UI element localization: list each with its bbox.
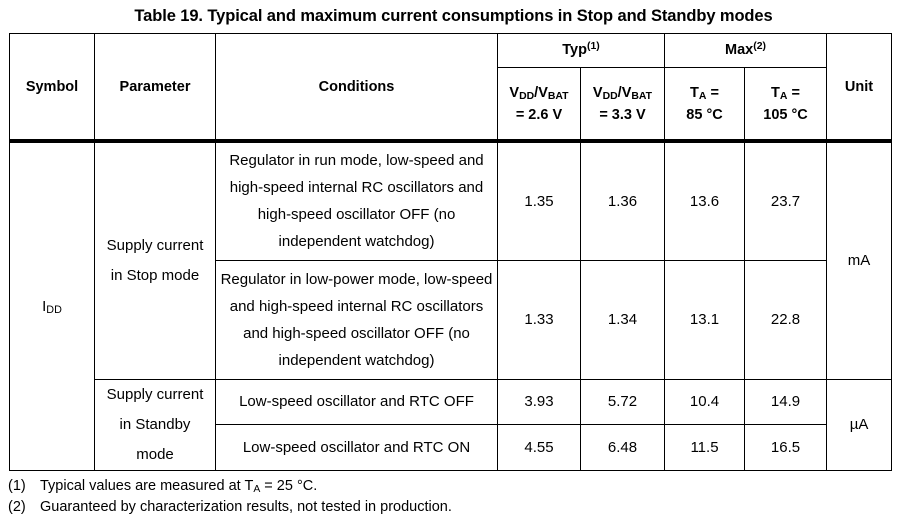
cell-max-105: 23.7	[743, 140, 828, 261]
cell-conditions: Low-speed oscillator and RTC OFF	[215, 378, 498, 425]
header-max: Max(2)	[663, 33, 828, 68]
cell-max-105: 16.5	[743, 424, 828, 471]
cell-symbol-idd: IDD	[9, 140, 95, 471]
table-row: IDD Supply current in Stop mode Regulato…	[9, 140, 893, 471]
header-typ-vdd-33: VDD/VBAT = 3.3 V	[580, 67, 665, 143]
header-typ-vdd-33-line1: VDD/VBAT	[592, 84, 653, 102]
header-symbol: Symbol	[9, 33, 95, 143]
cell-unit-ua: µA	[826, 378, 893, 471]
table-container: Symbol Parameter Conditions Typ(1) Max(2…	[9, 33, 893, 471]
footnote-2-text-pre: Guaranteed by characterization results, …	[40, 498, 452, 515]
cell-typ-26: 1.33	[497, 259, 581, 380]
cell-typ-33: 1.36	[580, 140, 665, 261]
footnote-1: (1) Typical values are measured at TA = 2…	[8, 477, 888, 498]
header-row-sub: VDD/VBAT = 2.6 V VDD/VBAT = 3.3 V TA = 8…	[10, 67, 892, 143]
parameter-standby-line3: mode	[136, 445, 174, 463]
footnote-2-marker: (2)	[8, 498, 26, 515]
header-unit: Unit	[826, 33, 893, 143]
header-typ-label: Typ	[562, 41, 587, 58]
table-row: Supply current in Standby mode Low-speed…	[10, 378, 893, 471]
table-footnotes: (1) Typical values are measured at TA = 2…	[8, 477, 888, 517]
parameter-standby-line1: Supply current	[106, 385, 204, 403]
header-max-ta-85-line1: TA =	[690, 84, 719, 102]
cell-parameter-stop: Supply current in Stop mode	[94, 140, 216, 380]
header-max-footnote-marker: (2)	[753, 40, 766, 52]
header-max-label: Max	[725, 41, 754, 58]
table-header: Symbol Parameter Conditions Typ(1) Max(2…	[9, 33, 893, 143]
cell-max-105: 14.9	[743, 378, 828, 425]
header-typ-footnote-marker: (1)	[586, 40, 600, 52]
cell-max-85: 13.6	[664, 140, 745, 261]
cell-max-85: 11.5	[664, 424, 745, 471]
current-consumption-table: Symbol Parameter Conditions Typ(1) Max(2…	[9, 33, 893, 471]
cell-typ-26: 1.35	[497, 140, 581, 261]
header-row-top: Symbol Parameter Conditions Typ(1) Max(2…	[9, 33, 893, 143]
cell-max-105: 22.8	[743, 259, 828, 380]
cell-unit-ma: mA	[826, 140, 893, 380]
cell-typ-33: 5.72	[580, 378, 665, 425]
cell-typ-26: 4.55	[497, 424, 581, 471]
cell-conditions: Low-speed oscillator and RTC ON	[215, 424, 498, 471]
footnote-2: (2) Guaranteed by characterization result…	[8, 498, 888, 518]
header-max-ta-85-line2: 85 °C	[686, 106, 723, 123]
table-caption: Table 19. Typical and maximum current co…	[134, 7, 773, 25]
cell-parameter-standby: Supply current in Standby mode	[94, 378, 216, 471]
header-max-ta-105: TA = 105 °C	[743, 67, 828, 143]
header-typ-vdd-26-line2: = 2.6 V	[515, 106, 563, 123]
footnote-1-text-post: = 25 °C.	[260, 478, 318, 494]
header-max-ta-85: TA = 85 °C	[664, 67, 745, 143]
parameter-standby-line2: in Standby	[119, 415, 191, 433]
header-typ: Typ(1)	[497, 33, 665, 68]
header-parameter: Parameter	[94, 33, 216, 143]
table-row: Regulator in low-power mode, low-speed a…	[10, 259, 892, 380]
cell-typ-33: 1.34	[580, 259, 665, 380]
header-max-ta-105-line1: TA =	[771, 84, 800, 102]
footnote-1-text-pre: Typical values are measured at T	[40, 478, 254, 494]
table-body: IDD Supply current in Stop mode Regulato…	[9, 140, 893, 471]
cell-conditions: Regulator in low-power mode, low-speed a…	[215, 259, 498, 380]
header-conditions: Conditions	[215, 33, 498, 143]
parameter-stop-line2: in Stop mode	[110, 266, 200, 284]
header-typ-vdd-26: VDD/VBAT = 2.6 V	[497, 67, 581, 143]
table-row: Low-speed oscillator and RTC ON 4.55 6.4…	[10, 424, 892, 471]
footnote-1-marker: (1)	[8, 478, 26, 494]
cell-typ-26: 3.93	[497, 378, 581, 425]
header-typ-vdd-26-line1: VDD/VBAT	[509, 84, 569, 102]
cell-max-85: 10.4	[664, 378, 745, 425]
cell-typ-33: 6.48	[580, 424, 665, 471]
cell-max-85: 13.1	[664, 259, 745, 380]
parameter-stop-line1: Supply current	[106, 236, 204, 254]
header-typ-vdd-33-line2: = 3.3 V	[599, 106, 646, 123]
header-max-ta-105-line2: 105 °C	[763, 106, 808, 123]
cell-conditions: Regulator in run mode, low-speed and hig…	[215, 140, 498, 261]
footnote-1-text-sub: A	[253, 484, 261, 496]
